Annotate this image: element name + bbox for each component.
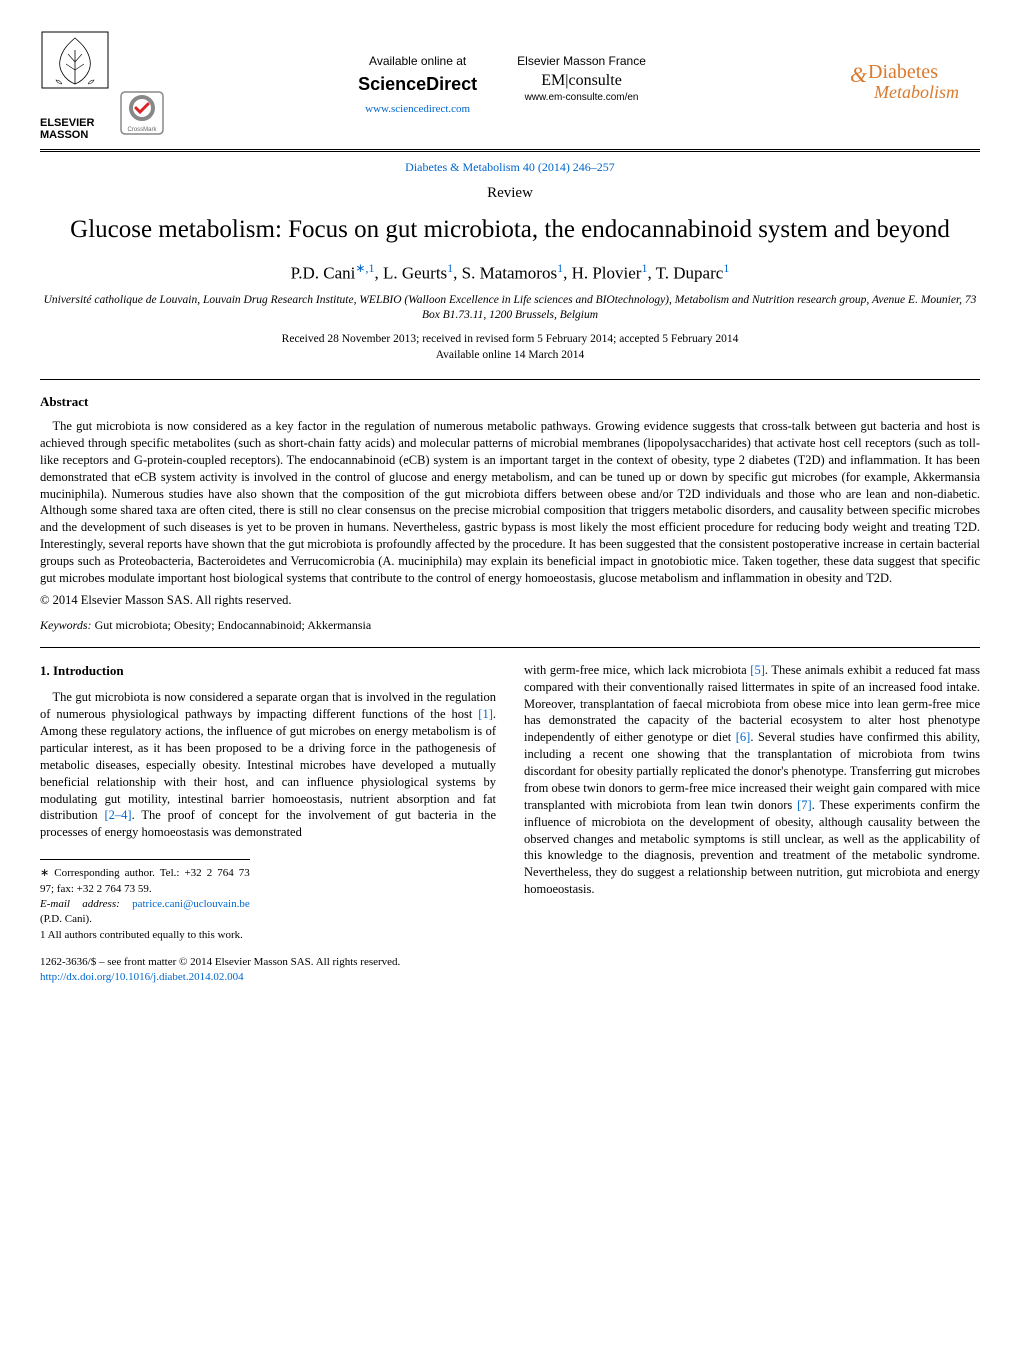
article-type: Review: [40, 185, 980, 202]
available-date: Available online 14 March 2014: [40, 349, 980, 361]
elsevier-tree-icon: [40, 30, 110, 110]
corresponding-author: ∗ Corresponding author. Tel.: +32 2 764 …: [40, 866, 250, 897]
header-center-block: Available online at ScienceDirect www.sc…: [164, 54, 840, 117]
available-online-label: Available online at: [358, 54, 477, 68]
keywords-line: Keywords: Gut microbiota; Obesity; Endoc…: [40, 618, 980, 633]
svg-text:&: &: [850, 62, 868, 87]
author-cani: P.D. Cani: [291, 263, 356, 282]
sciencedirect-label: ScienceDirect: [358, 74, 477, 95]
author-cani-sup[interactable]: ∗,1: [355, 261, 374, 275]
article-title: Glucose metabolism: Focus on gut microbi…: [40, 214, 980, 247]
equal-contribution: 1 All authors contributed equally to thi…: [40, 928, 250, 943]
email-after: (P.D. Cani).: [40, 913, 92, 925]
elsevier-masson-label: ELSEVIER MASSON: [40, 117, 110, 141]
page-header: ELSEVIER MASSON CrossMark Available onli…: [40, 30, 980, 152]
two-column-body: 1. Introduction The gut microbiota is no…: [40, 662, 980, 985]
cite-7[interactable]: [7]: [797, 798, 812, 812]
consulte-text: consulte: [568, 72, 621, 89]
em-consulte-block: Elsevier Masson France EM|consulte www.e…: [517, 54, 646, 117]
citation-line[interactable]: Diabetes & Metabolism 40 (2014) 246–257: [40, 160, 980, 175]
em-text: EM: [541, 72, 565, 89]
keywords-label: Keywords:: [40, 618, 92, 632]
intro-paragraph-left: The gut microbiota is now considered a s…: [40, 689, 496, 841]
author-plovier-sup[interactable]: 1: [641, 261, 647, 275]
author-plovier: H. Plovier: [572, 263, 642, 282]
intro-left-mid1: . Among these regulatory actions, the in…: [40, 707, 496, 822]
abstract-copyright: © 2014 Elsevier Masson SAS. All rights r…: [40, 593, 980, 608]
footnotes-block: ∗ Corresponding author. Tel.: +32 2 764 …: [40, 859, 250, 943]
masson-france-label: Elsevier Masson France: [517, 54, 646, 68]
author-matamoros: S. Matamoros: [462, 263, 557, 282]
issn-line: 1262-3636/$ – see front matter © 2014 El…: [40, 955, 496, 970]
section-1-heading: 1. Introduction: [40, 662, 496, 680]
bottom-matter: 1262-3636/$ – see front matter © 2014 El…: [40, 955, 496, 985]
em-consulte-link[interactable]: www.em-consulte.com/en: [517, 92, 646, 103]
email-label: E-mail address:: [40, 898, 132, 910]
email-address[interactable]: patrice.cani@uclouvain.be: [132, 898, 250, 910]
masson-text: MASSON: [40, 129, 110, 141]
author-duparc: T. Duparc: [656, 263, 724, 282]
cite-6[interactable]: [6]: [736, 730, 751, 744]
svg-text:Metabolism: Metabolism: [873, 82, 959, 102]
email-line: E-mail address: patrice.cani@uclouvain.b…: [40, 897, 250, 928]
doi-link[interactable]: http://dx.doi.org/10.1016/j.diabet.2014.…: [40, 971, 244, 983]
cite-5[interactable]: [5]: [750, 663, 765, 677]
affiliation: Université catholique de Louvain, Louvai…: [40, 293, 980, 323]
intro-right-pre: with germ-free mice, which lack microbio…: [524, 663, 750, 677]
crossmark-icon[interactable]: CrossMark: [120, 91, 164, 135]
cite-2-4[interactable]: [2–4]: [105, 808, 132, 822]
article-history: Received 28 November 2013; received in r…: [40, 333, 980, 345]
abstract-heading: Abstract: [40, 394, 980, 410]
intro-right-post: . These experiments confirm the influenc…: [524, 798, 980, 896]
em-consulte-label: EM|consulte: [517, 72, 646, 90]
keywords-list: Gut microbiota; Obesity; Endocannabinoid…: [92, 618, 372, 632]
author-duparc-sup[interactable]: 1: [723, 261, 729, 275]
author-geurts-sup[interactable]: 1: [447, 261, 453, 275]
left-column: 1. Introduction The gut microbiota is no…: [40, 662, 496, 985]
author-geurts: L. Geurts: [383, 263, 447, 282]
intro-paragraph-right: with germ-free mice, which lack microbio…: [524, 662, 980, 898]
sciencedirect-block: Available online at ScienceDirect www.sc…: [358, 54, 477, 117]
separator-top: [40, 379, 980, 380]
diabetes-metabolism-logo-icon: & Diabetes Metabolism: [840, 60, 980, 106]
svg-text:Diabetes: Diabetes: [868, 61, 938, 83]
svg-text:CrossMark: CrossMark: [127, 127, 157, 133]
abstract-body: The gut microbiota is now considered as …: [40, 418, 980, 587]
separator-bottom: [40, 647, 980, 648]
authors-line: P.D. Cani∗,1, L. Geurts1, S. Matamoros1,…: [40, 261, 980, 284]
header-left-block: ELSEVIER MASSON CrossMark: [40, 30, 164, 141]
author-matamoros-sup[interactable]: 1: [557, 261, 563, 275]
elsevier-logo-block: ELSEVIER MASSON: [40, 30, 110, 141]
elsevier-text: ELSEVIER: [40, 117, 110, 129]
intro-left-pre: The gut microbiota is now considered a s…: [40, 690, 496, 721]
cite-1[interactable]: [1]: [478, 707, 493, 721]
sciencedirect-link[interactable]: www.sciencedirect.com: [365, 103, 470, 115]
journal-logo-block: & Diabetes Metabolism: [840, 60, 980, 111]
right-column: with germ-free mice, which lack microbio…: [524, 662, 980, 985]
